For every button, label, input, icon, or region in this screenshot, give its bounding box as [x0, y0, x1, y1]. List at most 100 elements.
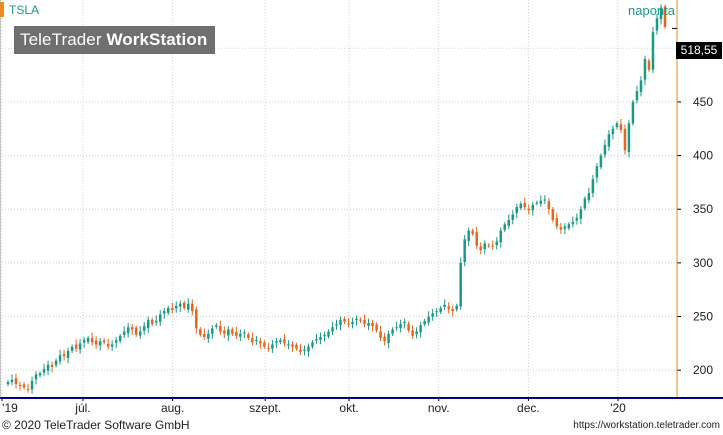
candle-body [487, 245, 490, 247]
plot-background [0, 0, 677, 397]
grid-lines [1, 0, 677, 397]
candle-body [411, 330, 414, 336]
candle-body [519, 203, 523, 208]
candle-body [467, 230, 470, 241]
candle-body [611, 128, 615, 135]
candle-body [167, 307, 170, 313]
candle-body [347, 323, 350, 325]
candle-body [42, 369, 46, 373]
candle-body [38, 373, 42, 376]
candle-body [627, 123, 631, 152]
candle-body [359, 319, 362, 321]
candle-body [663, 6, 667, 27]
candle-body [439, 307, 442, 313]
candle-body [90, 337, 94, 343]
candle-body [86, 337, 90, 342]
candle-body [130, 327, 134, 330]
candle-body [499, 230, 502, 243]
candle-body [351, 321, 354, 325]
candle-body [515, 207, 519, 213]
candle-body [307, 346, 310, 352]
candle-body [134, 327, 138, 335]
candle-body [607, 134, 611, 147]
candle-body [146, 319, 150, 328]
x-tick-label: szept. [249, 401, 281, 415]
candle-body [491, 245, 494, 247]
candle-body [18, 384, 22, 386]
candle-body [423, 320, 426, 325]
x-tick-label: aug. [161, 401, 184, 415]
candle-body [295, 344, 298, 349]
symbol-label[interactable]: TSLA [9, 3, 40, 17]
candle-body [14, 378, 18, 385]
candle-body [66, 350, 70, 358]
candle-body [471, 230, 474, 234]
candle-body [191, 303, 194, 312]
candle-body [387, 333, 390, 343]
source-url[interactable]: https://workstation.teletrader.com [573, 420, 720, 431]
candle-body [551, 209, 555, 220]
copyright-text: © 2020 TeleTrader Software GmbH [2, 418, 190, 432]
candle-body [339, 319, 342, 325]
candle-body [78, 343, 82, 350]
candle-body [175, 305, 178, 309]
candle-body [583, 198, 587, 209]
candle-body [299, 349, 302, 352]
watermark-logo: TeleTrader WorkStation [14, 26, 215, 54]
candle-body [539, 200, 543, 204]
candle-body [263, 342, 266, 347]
x-tick-label: júl. [74, 401, 90, 415]
candle-body [275, 341, 278, 343]
candle-body [599, 155, 603, 168]
candle-body [631, 101, 635, 124]
candle-body [6, 381, 10, 385]
candle-body [451, 309, 454, 312]
candle-body [367, 322, 370, 326]
candle-body [595, 166, 599, 178]
candle-body [50, 364, 54, 367]
candle-body [403, 321, 406, 324]
candle-body [98, 341, 102, 346]
candle-body [543, 199, 547, 201]
candle-body [383, 337, 386, 342]
candle-body [327, 331, 330, 337]
candle-body [247, 334, 250, 338]
watermark-bold: WorkStation [106, 30, 208, 49]
x-tick-label: dec. [517, 401, 540, 415]
y-tick-label: 300 [693, 256, 713, 270]
candles [6, 4, 667, 394]
y-tick-label: 450 [693, 95, 713, 109]
candle-body [443, 304, 446, 308]
candle-body [531, 204, 535, 211]
candle-body [463, 239, 466, 263]
candle-body [251, 337, 254, 343]
candle-body [162, 311, 166, 314]
candle-body [311, 342, 314, 347]
candle-body [555, 218, 559, 227]
y-tick-label: 250 [693, 310, 713, 324]
candle-body [138, 331, 142, 336]
candle-body [503, 224, 506, 230]
interval-label[interactable]: naponta [628, 3, 675, 18]
candle-body [223, 330, 226, 334]
candle-body [483, 243, 486, 250]
candle-body [102, 340, 106, 343]
x-axis: '19 júl. aug. szept. okt. nov. dec. '20 [0, 0, 723, 415]
candle-body [211, 328, 214, 334]
candle-body [475, 232, 478, 246]
x-tick-label: okt. [339, 401, 358, 415]
candle-body [259, 340, 262, 344]
candle-body [535, 202, 539, 204]
candle-body [187, 303, 190, 310]
y-tick-label: 350 [693, 202, 713, 216]
x-tick-label: nov. [428, 401, 450, 415]
candle-body [375, 324, 378, 331]
candle-body [46, 364, 50, 371]
candle-body [179, 303, 182, 307]
candle-body [379, 331, 382, 338]
candle-body [479, 246, 482, 251]
candle-body [255, 340, 258, 342]
candle-body [639, 80, 643, 93]
candle-body [303, 349, 306, 352]
